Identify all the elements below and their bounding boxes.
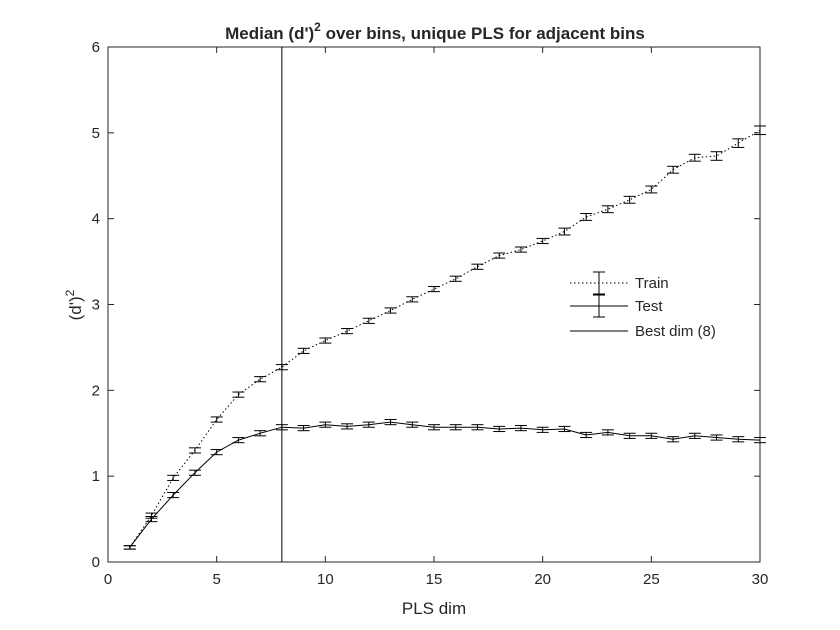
title-superscript: 2 (314, 20, 321, 34)
errorbar-test-19 (514, 425, 527, 432)
errorbar-test-7 (254, 430, 267, 437)
errorbar-test-23 (601, 429, 614, 436)
errorbar-train-23 (601, 205, 614, 214)
errorbar-train-16 (449, 275, 462, 282)
legend-item-2: Best dim (8) (570, 323, 716, 340)
errorbar-train-11 (341, 328, 354, 335)
errorbar-train-4 (188, 447, 201, 454)
x-tick-label-6: 30 (752, 571, 769, 588)
errorbar-test-24 (623, 432, 636, 439)
errorbar-test-21 (558, 425, 571, 433)
errorbar-test-2 (145, 516, 158, 523)
y-tick-label-0: 0 (92, 554, 100, 571)
errorbar-test-27 (688, 432, 701, 439)
errorbar-train-29 (732, 138, 745, 148)
legend-item-1: Test (570, 294, 663, 318)
errorbar-train-7 (254, 376, 267, 383)
y-axis-label: (d')2 (63, 289, 85, 320)
errorbar-test-9 (297, 425, 310, 432)
errorbar-train-21 (558, 227, 571, 236)
errorbar-train-6 (232, 391, 245, 398)
x-axis-label: PLS dim (402, 599, 466, 618)
errorbar-test-30 (754, 437, 766, 444)
plot-area (107, 46, 761, 563)
errorbar-test-14 (406, 421, 419, 428)
errorbar-test-11 (341, 423, 354, 430)
errorbar-train-27 (688, 153, 701, 162)
errorbar-train-3 (167, 474, 180, 481)
y-tick-label-4: 4 (92, 211, 100, 228)
x-tick-label-1: 5 (212, 571, 220, 588)
errorbar-train-26 (667, 165, 680, 174)
errorbar-test-22 (580, 431, 593, 439)
x-tick-label-5: 25 (643, 571, 660, 588)
errorbar-train-13 (384, 307, 397, 314)
legend-label-2: Best dim (8) (635, 323, 716, 340)
errorbar-train-20 (536, 237, 549, 245)
y-axis-label-main: (d') (66, 296, 85, 320)
legend: Train Test Best dim (8) (570, 271, 716, 340)
errorbar-test-25 (645, 432, 658, 439)
errorbar-test-10 (319, 421, 332, 428)
errorbar-train-14 (406, 296, 419, 303)
errorbar-train-30 (754, 125, 766, 136)
errorbar-train-18 (493, 252, 506, 259)
x-tick-label-0: 0 (104, 571, 112, 588)
y-tick-label-2: 2 (92, 382, 100, 399)
errorbar-test-15 (428, 424, 440, 431)
errorbar-test-20 (536, 426, 549, 433)
y-tick-label-3: 3 (92, 297, 100, 314)
series-line-test (129, 421, 761, 548)
y-tick-label-6: 6 (92, 39, 100, 56)
axis-ticks: 0 5 10 15 20 25 30 0 1 2 3 4 5 6 (92, 39, 769, 588)
y-tick-label-1: 1 (92, 468, 100, 485)
errorbar-test-29 (732, 436, 745, 443)
errorbar-train-12 (362, 317, 375, 324)
errorbar-train-25 (645, 185, 658, 194)
errorbar-test-5 (210, 449, 223, 456)
errorbar-test-26 (667, 436, 680, 443)
x-tick-label-4: 20 (534, 571, 551, 588)
y-axis-label-superscript: 2 (63, 289, 77, 296)
title-rest: over bins, unique PLS for adjacent bins (321, 24, 645, 43)
errorbar-test-28 (710, 434, 723, 441)
errorbar-train-9 (297, 347, 310, 354)
x-tick-label-3: 15 (426, 571, 443, 588)
x-tick-label-2: 10 (317, 571, 334, 588)
errorbar-train-22 (580, 213, 593, 221)
chart-title: Median (d')2 over bins, unique PLS for a… (225, 20, 645, 43)
errorbar-train-8 (275, 364, 288, 371)
series-layer (123, 125, 766, 550)
errorbar-test-16 (449, 424, 462, 431)
errorbar-test-17 (471, 424, 484, 431)
errorbar-train-15 (428, 285, 440, 293)
errorbar-train-17 (471, 263, 484, 270)
y-tick-label-5: 5 (92, 125, 100, 142)
errorbar-train-5 (210, 416, 223, 423)
errorbar-test-6 (232, 437, 245, 444)
errorbar-test-4 (188, 469, 201, 476)
errorbar-test-13 (384, 419, 397, 426)
errorbar-train-24 (623, 195, 636, 204)
errorbar-train-28 (710, 151, 723, 161)
errorbar-train-10 (319, 337, 332, 344)
errorbar-test-3 (167, 491, 180, 499)
errorbar-train-19 (514, 246, 527, 253)
errorbar-test-1 (123, 545, 136, 550)
legend-item-0: Train (570, 271, 669, 295)
errorbar-test-8 (275, 424, 288, 431)
errorbar-test-18 (493, 425, 506, 433)
errorbar-test-12 (362, 421, 375, 428)
title-main: Median (d') (225, 24, 314, 43)
legend-label-1: Test (635, 298, 663, 315)
legend-label-0: Train (635, 275, 669, 292)
